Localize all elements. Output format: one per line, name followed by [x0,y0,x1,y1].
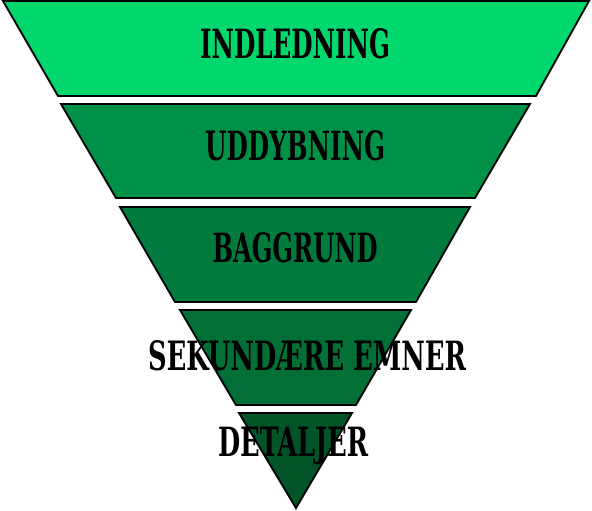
tier-details-shape [237,412,354,510]
tier-elaboration-label: UDDYBNING [205,123,385,170]
tier-secondary-topics-label: SEKUNDÆRE EMNER [148,333,466,380]
tier-secondary-topics-shape [178,309,413,406]
tier-introduction-shape [1,0,591,97]
tier-background-shape [118,206,472,303]
tier-details-label: DETALJER [218,419,368,466]
tier-elaboration-shape [59,103,532,199]
tier-background-label: BAGGRUND [213,225,378,272]
tier-introduction-label: INDLEDNING [200,21,390,68]
